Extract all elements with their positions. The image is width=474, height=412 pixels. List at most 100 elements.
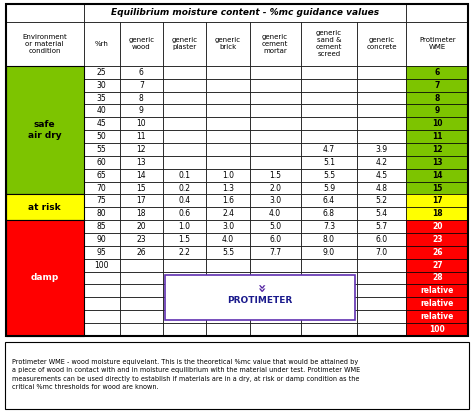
Bar — [406, 22, 468, 66]
Bar — [119, 156, 163, 169]
Text: 4.0: 4.0 — [269, 209, 281, 218]
Text: 3.9: 3.9 — [376, 145, 388, 154]
Bar — [84, 233, 119, 246]
Bar — [6, 22, 84, 66]
Bar — [206, 297, 250, 310]
Bar — [357, 143, 406, 156]
Bar — [165, 275, 355, 320]
Text: 13: 13 — [432, 158, 443, 167]
Text: damp: damp — [31, 274, 59, 283]
Text: 1.3: 1.3 — [222, 183, 234, 192]
Bar — [301, 182, 357, 194]
Bar — [301, 66, 357, 79]
Bar — [206, 143, 250, 156]
Text: 55: 55 — [97, 145, 107, 154]
Bar — [163, 297, 206, 310]
Bar — [301, 130, 357, 143]
Bar — [6, 105, 84, 117]
Text: relative: relative — [421, 286, 454, 295]
Text: relative: relative — [421, 312, 454, 321]
Bar — [84, 66, 119, 79]
Text: 0.6: 0.6 — [179, 209, 191, 218]
Bar — [206, 117, 250, 130]
Bar — [163, 117, 206, 130]
Bar — [119, 323, 163, 336]
Bar — [119, 194, 163, 207]
Bar — [357, 220, 406, 233]
Text: generic
wood: generic wood — [128, 37, 155, 50]
Bar — [206, 105, 250, 117]
Bar — [119, 182, 163, 194]
Bar — [301, 105, 357, 117]
Text: 6.4: 6.4 — [323, 197, 335, 205]
Text: 18: 18 — [432, 209, 443, 218]
Bar — [301, 22, 357, 66]
Bar — [250, 182, 301, 194]
Text: 9.0: 9.0 — [323, 248, 335, 257]
Bar — [163, 130, 206, 143]
Bar — [250, 117, 301, 130]
Bar — [84, 310, 119, 323]
Text: 8: 8 — [139, 94, 144, 103]
Bar — [357, 182, 406, 194]
Bar — [406, 117, 468, 130]
Bar — [163, 272, 206, 284]
Bar — [250, 66, 301, 79]
Bar — [163, 310, 206, 323]
Text: 2.4: 2.4 — [222, 209, 234, 218]
Bar — [357, 169, 406, 182]
Bar — [406, 169, 468, 182]
Bar — [119, 169, 163, 182]
Bar — [357, 297, 406, 310]
Text: 26: 26 — [137, 248, 146, 257]
Text: 20: 20 — [432, 222, 443, 231]
Bar — [119, 259, 163, 272]
Text: at risk: at risk — [33, 197, 57, 205]
Bar — [406, 130, 468, 143]
Bar — [406, 194, 468, 207]
Bar — [206, 246, 250, 259]
Bar — [119, 272, 163, 284]
Bar — [163, 91, 206, 105]
Text: 6.8: 6.8 — [323, 209, 335, 218]
Text: 45: 45 — [97, 119, 107, 128]
Bar — [406, 66, 468, 79]
Bar — [406, 182, 468, 194]
Text: 10: 10 — [432, 119, 443, 128]
Text: 6: 6 — [435, 68, 440, 77]
Text: Protimeter WME - wood moisture equivelant. This is the theoretical %mc value tha: Protimeter WME - wood moisture equivelan… — [12, 359, 360, 390]
Bar — [163, 220, 206, 233]
Bar — [84, 4, 406, 22]
Bar — [84, 297, 119, 310]
Bar — [250, 130, 301, 143]
Bar — [119, 310, 163, 323]
Bar — [84, 22, 119, 66]
Bar — [357, 130, 406, 143]
Bar — [6, 66, 84, 194]
Text: 1.5: 1.5 — [179, 235, 191, 244]
Text: 5.4: 5.4 — [376, 209, 388, 218]
Text: »: » — [253, 284, 267, 293]
Bar — [250, 105, 301, 117]
Text: 8: 8 — [435, 94, 440, 103]
Bar — [357, 117, 406, 130]
Bar — [6, 233, 84, 246]
Bar — [6, 4, 84, 22]
Text: generic
plaster: generic plaster — [172, 37, 198, 50]
Bar — [6, 156, 84, 169]
Bar — [119, 207, 163, 220]
Bar — [301, 117, 357, 130]
Bar — [357, 66, 406, 79]
Bar — [206, 233, 250, 246]
Bar — [301, 233, 357, 246]
Text: damp: damp — [34, 248, 55, 257]
Bar — [206, 323, 250, 336]
Bar — [206, 91, 250, 105]
Bar — [84, 246, 119, 259]
Bar — [250, 22, 301, 66]
Bar — [84, 207, 119, 220]
Text: 80: 80 — [97, 209, 107, 218]
Text: 7: 7 — [139, 81, 144, 90]
Bar — [84, 117, 119, 130]
Text: 60: 60 — [97, 158, 107, 167]
